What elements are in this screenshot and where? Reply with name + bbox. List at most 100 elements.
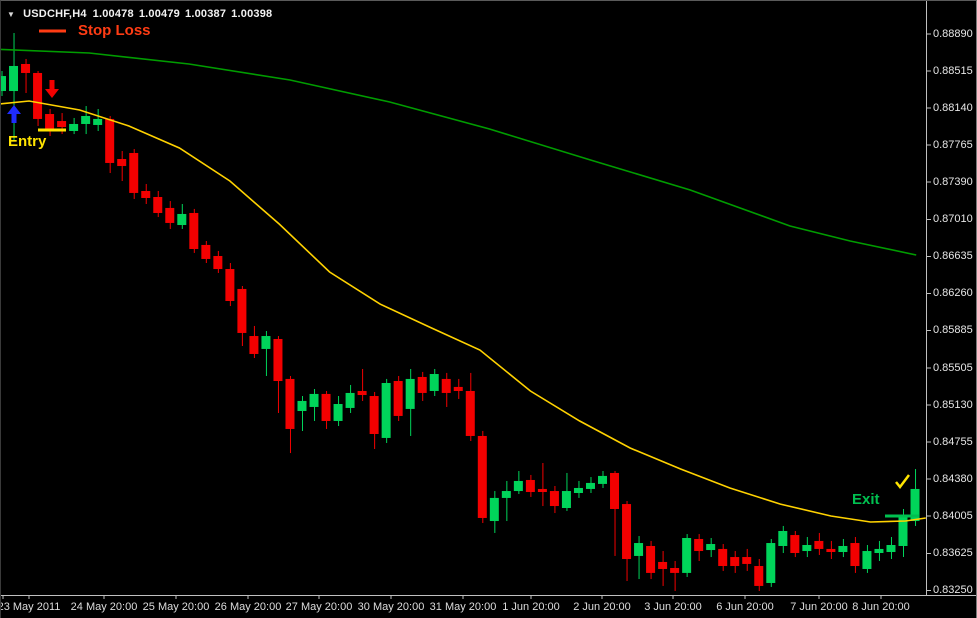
entry-label: Entry: [8, 133, 47, 150]
candle-body: [273, 338, 283, 382]
candle-body: [357, 390, 367, 396]
candle-body: [417, 376, 427, 393]
candle-body: [754, 566, 764, 586]
candle-body: [850, 543, 860, 567]
candle-body: [658, 561, 668, 569]
candle-body: [646, 545, 656, 573]
candle-body: [213, 256, 223, 270]
candle-body: [141, 190, 151, 198]
x-axis-label: 25 May 20:00: [142, 601, 210, 613]
x-axis-label: 23 May 2011: [0, 601, 61, 613]
entry-down-arrow-icon: [45, 80, 59, 98]
candle-body: [622, 504, 632, 560]
candle-body: [513, 480, 523, 492]
y-axis-label: 0.88140: [933, 102, 973, 114]
candle-body: [778, 530, 788, 546]
y-axis-label: 0.85505: [933, 361, 973, 374]
fast-ma: [1, 100, 926, 523]
exit-check-icon: [895, 474, 910, 490]
symbol-name: USDCHF,H4: [23, 8, 87, 20]
candle-body: [573, 487, 583, 494]
candle-body: [57, 121, 67, 128]
y-axis-label: 0.83625: [933, 547, 973, 560]
candle-body: [129, 152, 139, 193]
y-axis-label: 0.83250: [933, 584, 973, 597]
quote-high: 1.00479: [138, 8, 180, 20]
candle-body: [69, 123, 79, 131]
candle-body: [33, 72, 43, 119]
x-axis-label: 30 May 20:00: [357, 601, 425, 613]
candle-body: [393, 381, 403, 416]
x-axis-label: 24 May 20:00: [70, 601, 138, 613]
candle-body: [153, 196, 163, 213]
candle-body: [429, 374, 439, 391]
candle-body: [814, 540, 824, 549]
x-axis-label: 7 Jun 20:00: [790, 601, 848, 613]
candle-body: [549, 491, 559, 507]
candle-body: [177, 213, 187, 226]
candle-body: [610, 472, 620, 509]
quote-open: 1.00478: [92, 8, 134, 20]
stop-loss-label: Stop Loss: [78, 22, 151, 39]
x-axis-label: 6 Jun 20:00: [716, 601, 774, 613]
y-axis-label: 0.88890: [933, 28, 973, 40]
symbol-header: ▼ USDCHF,H4 1.00478 1.00479 1.00387 1.00398: [7, 8, 272, 20]
candle-body: [93, 118, 103, 125]
candle-body: [45, 114, 55, 131]
ohlc-quote: 1.00478 1.00479 1.00387 1.00398: [93, 8, 273, 20]
y-axis-label: 0.84755: [933, 435, 973, 448]
candle-body: [453, 386, 463, 391]
entry-up-arrow-icon: [7, 105, 21, 123]
y-axis-label: 0.86635: [933, 250, 973, 263]
candle-body: [237, 288, 247, 333]
symbol-dropdown-icon: ▼: [7, 9, 16, 19]
candle-body: [489, 497, 499, 522]
y-axis-label: 0.88515: [933, 65, 973, 77]
candle-body: [790, 535, 800, 553]
candle-body: [261, 336, 271, 349]
candle-body: [634, 543, 644, 556]
quote-close: 1.00398: [231, 8, 273, 20]
candle-body: [21, 63, 31, 73]
candle-body: [730, 557, 740, 567]
candle-body: [898, 515, 908, 546]
y-axis-label: 0.84380: [933, 472, 973, 485]
x-axis-label: 3 Jun 20:00: [644, 601, 702, 613]
y-axis-label: 0.84005: [933, 509, 973, 522]
candle-body: [766, 543, 776, 583]
candle-body: [333, 404, 343, 421]
candle-body: [537, 488, 547, 493]
candle-body: [345, 392, 355, 408]
candle-body: [838, 545, 848, 553]
candle-body: [1, 76, 6, 92]
candle-body: [670, 567, 680, 573]
candle-body: [189, 212, 199, 249]
slow-ma: [1, 48, 917, 256]
x-axis-label: 8 Jun 20:00: [852, 601, 910, 613]
candle-body: [165, 207, 175, 223]
candle-body: [862, 551, 872, 569]
candle-body: [81, 115, 91, 124]
candle-body: [561, 491, 571, 509]
candle-body: [297, 400, 307, 412]
candle-body: [910, 488, 920, 522]
candle-body: [285, 378, 295, 429]
candle-body: [718, 548, 728, 567]
y-axis-label: 0.87765: [933, 139, 973, 151]
candle-body: [405, 378, 415, 409]
candle-body: [309, 393, 319, 407]
x-axis-label: 27 May 20:00: [285, 601, 353, 613]
y-axis-label: 0.87010: [933, 213, 973, 226]
candle-body: [381, 382, 391, 438]
x-axis-label: 26 May 20:00: [214, 601, 282, 613]
candle-body: [321, 393, 331, 421]
candle-body: [105, 118, 115, 163]
x-axis-label: 31 May 20:00: [429, 601, 497, 613]
exit-label: Exit: [852, 491, 880, 508]
candle-body: [9, 65, 19, 92]
y-axis-label: 0.86260: [933, 287, 973, 300]
candle-body: [525, 479, 535, 493]
y-axis-label: 0.85130: [933, 398, 973, 411]
